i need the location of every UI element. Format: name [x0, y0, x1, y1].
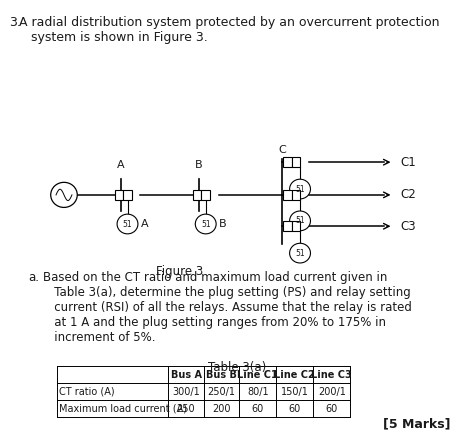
- Text: 51: 51: [295, 216, 305, 225]
- Text: Bus A: Bus A: [171, 370, 201, 379]
- Text: Figure 3: Figure 3: [156, 265, 204, 278]
- Text: C: C: [278, 145, 286, 155]
- Text: Line C3: Line C3: [311, 370, 352, 379]
- Text: 250: 250: [177, 404, 195, 414]
- Text: A: A: [141, 219, 148, 229]
- Text: C3: C3: [401, 220, 416, 233]
- Text: Bus B: Bus B: [206, 370, 237, 379]
- Bar: [292, 221, 300, 231]
- Text: 60: 60: [289, 404, 301, 414]
- Text: Line C2: Line C2: [274, 370, 315, 379]
- Circle shape: [51, 182, 77, 207]
- Text: Maximum load current (A): Maximum load current (A): [59, 404, 187, 414]
- Bar: [283, 221, 292, 231]
- Text: 51: 51: [123, 220, 132, 228]
- Text: 60: 60: [326, 404, 338, 414]
- Text: C2: C2: [401, 188, 416, 202]
- Bar: [123, 190, 132, 200]
- Circle shape: [195, 214, 216, 234]
- Text: 80/1: 80/1: [247, 387, 269, 396]
- Text: 300/1: 300/1: [172, 387, 200, 396]
- Text: Table 3(a): Table 3(a): [208, 361, 266, 374]
- Circle shape: [290, 211, 310, 231]
- Text: 3.: 3.: [9, 16, 21, 29]
- Text: A radial distribution system protected by an overcurrent protection
   system is: A radial distribution system protected b…: [19, 16, 439, 43]
- Text: 51: 51: [295, 249, 305, 258]
- Text: B: B: [195, 160, 203, 170]
- Text: a.: a.: [28, 271, 39, 284]
- Text: 150/1: 150/1: [281, 387, 309, 396]
- Bar: [115, 190, 123, 200]
- Circle shape: [117, 214, 138, 234]
- Text: 250/1: 250/1: [208, 387, 236, 396]
- Text: A: A: [117, 160, 125, 170]
- Text: CT ratio (A): CT ratio (A): [59, 387, 115, 396]
- Bar: [292, 190, 300, 200]
- Text: 51: 51: [201, 220, 210, 228]
- Text: C1: C1: [401, 155, 416, 169]
- Bar: [292, 157, 300, 167]
- Text: 51: 51: [295, 185, 305, 194]
- Bar: [283, 190, 292, 200]
- Text: B: B: [219, 219, 227, 229]
- Text: Based on the CT ratio and maximum load current given in
   Table 3(a), determine: Based on the CT ratio and maximum load c…: [43, 271, 411, 344]
- Bar: [193, 190, 201, 200]
- Text: Line C1: Line C1: [237, 370, 278, 379]
- Circle shape: [290, 179, 310, 199]
- Text: 200: 200: [212, 404, 231, 414]
- Text: [5 Marks]: [5 Marks]: [383, 417, 450, 430]
- Text: 60: 60: [252, 404, 264, 414]
- Text: 200/1: 200/1: [318, 387, 346, 396]
- Bar: [283, 157, 292, 167]
- Circle shape: [290, 243, 310, 263]
- Bar: [201, 190, 210, 200]
